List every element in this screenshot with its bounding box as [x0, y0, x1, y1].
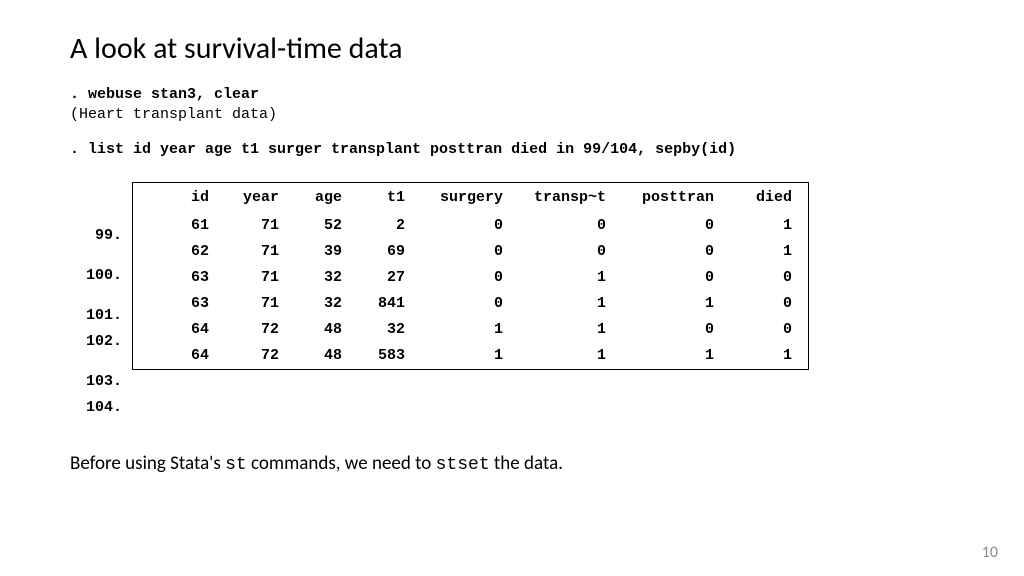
table-cell: 64: [133, 317, 218, 343]
table-cell: 71: [217, 291, 287, 317]
table-cell: 1: [511, 317, 614, 343]
table-cell: 32: [350, 317, 413, 343]
table-cell: 1: [413, 317, 511, 343]
table-cell: 1: [614, 291, 722, 317]
row-number: 104.: [80, 395, 122, 421]
data-table-wrap: 99. 100. 101.102. 103.104. idyearaget1surge…: [80, 182, 954, 428]
table-cell: 61: [133, 213, 218, 239]
table-cell: 0: [614, 317, 722, 343]
table-cell: 0: [614, 265, 722, 291]
table-cell: 72: [217, 343, 287, 370]
table-cell: 63: [133, 265, 218, 291]
row-number: 100.: [80, 263, 122, 289]
table-cell: 1: [614, 343, 722, 370]
row-number: 101.: [80, 303, 122, 329]
table-cell: 27: [350, 265, 413, 291]
command-1: . webuse stan3, clear: [70, 85, 954, 105]
table-cell: 64: [133, 343, 218, 370]
table-cell: 0: [413, 239, 511, 265]
col-header: id: [133, 182, 218, 213]
table-cell: 0: [614, 239, 722, 265]
table-cell: 72: [217, 317, 287, 343]
footer-post: the data.: [490, 452, 563, 475]
table-cell: 0: [722, 265, 809, 291]
table-cell: 48: [287, 343, 350, 370]
footer-mid: commands, we need to: [247, 452, 436, 475]
command-1-output: (Heart transplant data): [70, 105, 954, 125]
table-row: 627139690001: [133, 239, 809, 265]
command-block-2: . list id year age t1 surger transplant …: [70, 140, 954, 160]
table-cell: 1: [722, 213, 809, 239]
table-cell: 0: [511, 239, 614, 265]
row-number: 99.: [80, 223, 122, 249]
row-number: 102.: [80, 329, 122, 355]
footer-st: st: [225, 455, 247, 475]
command-2: . list id year age t1 surger transplant …: [70, 140, 954, 160]
col-header: transp~t: [511, 182, 614, 213]
command-block-1: . webuse stan3, clear (Heart transplant …: [70, 85, 954, 126]
table-cell: 62: [133, 239, 218, 265]
footer-stset: stset: [436, 455, 490, 475]
table-cell: 0: [413, 265, 511, 291]
table-cell: 1: [413, 343, 511, 370]
row-number: 103.: [80, 369, 122, 395]
table-cell: 1: [722, 343, 809, 370]
table-cell: 69: [350, 239, 413, 265]
table-cell: 71: [217, 239, 287, 265]
col-header: posttran: [614, 182, 722, 213]
col-header: t1: [350, 182, 413, 213]
footer-pre: Before using Stata's: [70, 452, 225, 475]
table-cell: 1: [511, 343, 614, 370]
table-cell: 71: [217, 213, 287, 239]
col-header: died: [722, 182, 809, 213]
col-header: age: [287, 182, 350, 213]
table-cell: 71: [217, 265, 287, 291]
table-cell: 32: [287, 265, 350, 291]
col-header: surgery: [413, 182, 511, 213]
table-row: 6371328410110: [133, 291, 809, 317]
table-row: 647248321100: [133, 317, 809, 343]
table-cell: 48: [287, 317, 350, 343]
col-header: year: [217, 182, 287, 213]
table-cell: 1: [722, 239, 809, 265]
table-cell: 0: [722, 291, 809, 317]
table-cell: 39: [287, 239, 350, 265]
table-cell: 32: [287, 291, 350, 317]
table-row: 6472485831111: [133, 343, 809, 370]
table-cell: 0: [722, 317, 809, 343]
table-cell: 841: [350, 291, 413, 317]
page-number: 10: [982, 543, 998, 562]
table-cell: 0: [413, 213, 511, 239]
table-cell: 1: [511, 265, 614, 291]
table-cell: 0: [614, 213, 722, 239]
row-numbers: 99. 100. 101.102. 103.104.: [80, 182, 132, 428]
table-cell: 1: [511, 291, 614, 317]
table-row: 637132270100: [133, 265, 809, 291]
footer-note: Before using Stata's st commands, we nee…: [70, 452, 954, 475]
table-cell: 63: [133, 291, 218, 317]
table-cell: 52: [287, 213, 350, 239]
table-cell: 0: [511, 213, 614, 239]
table-cell: 2: [350, 213, 413, 239]
table-cell: 583: [350, 343, 413, 370]
slide-title: A look at survival-time data: [70, 30, 954, 67]
table-row: 61715220001: [133, 213, 809, 239]
table-cell: 0: [413, 291, 511, 317]
data-table: idyearaget1surgerytransp~tposttrandied 6…: [132, 182, 809, 370]
